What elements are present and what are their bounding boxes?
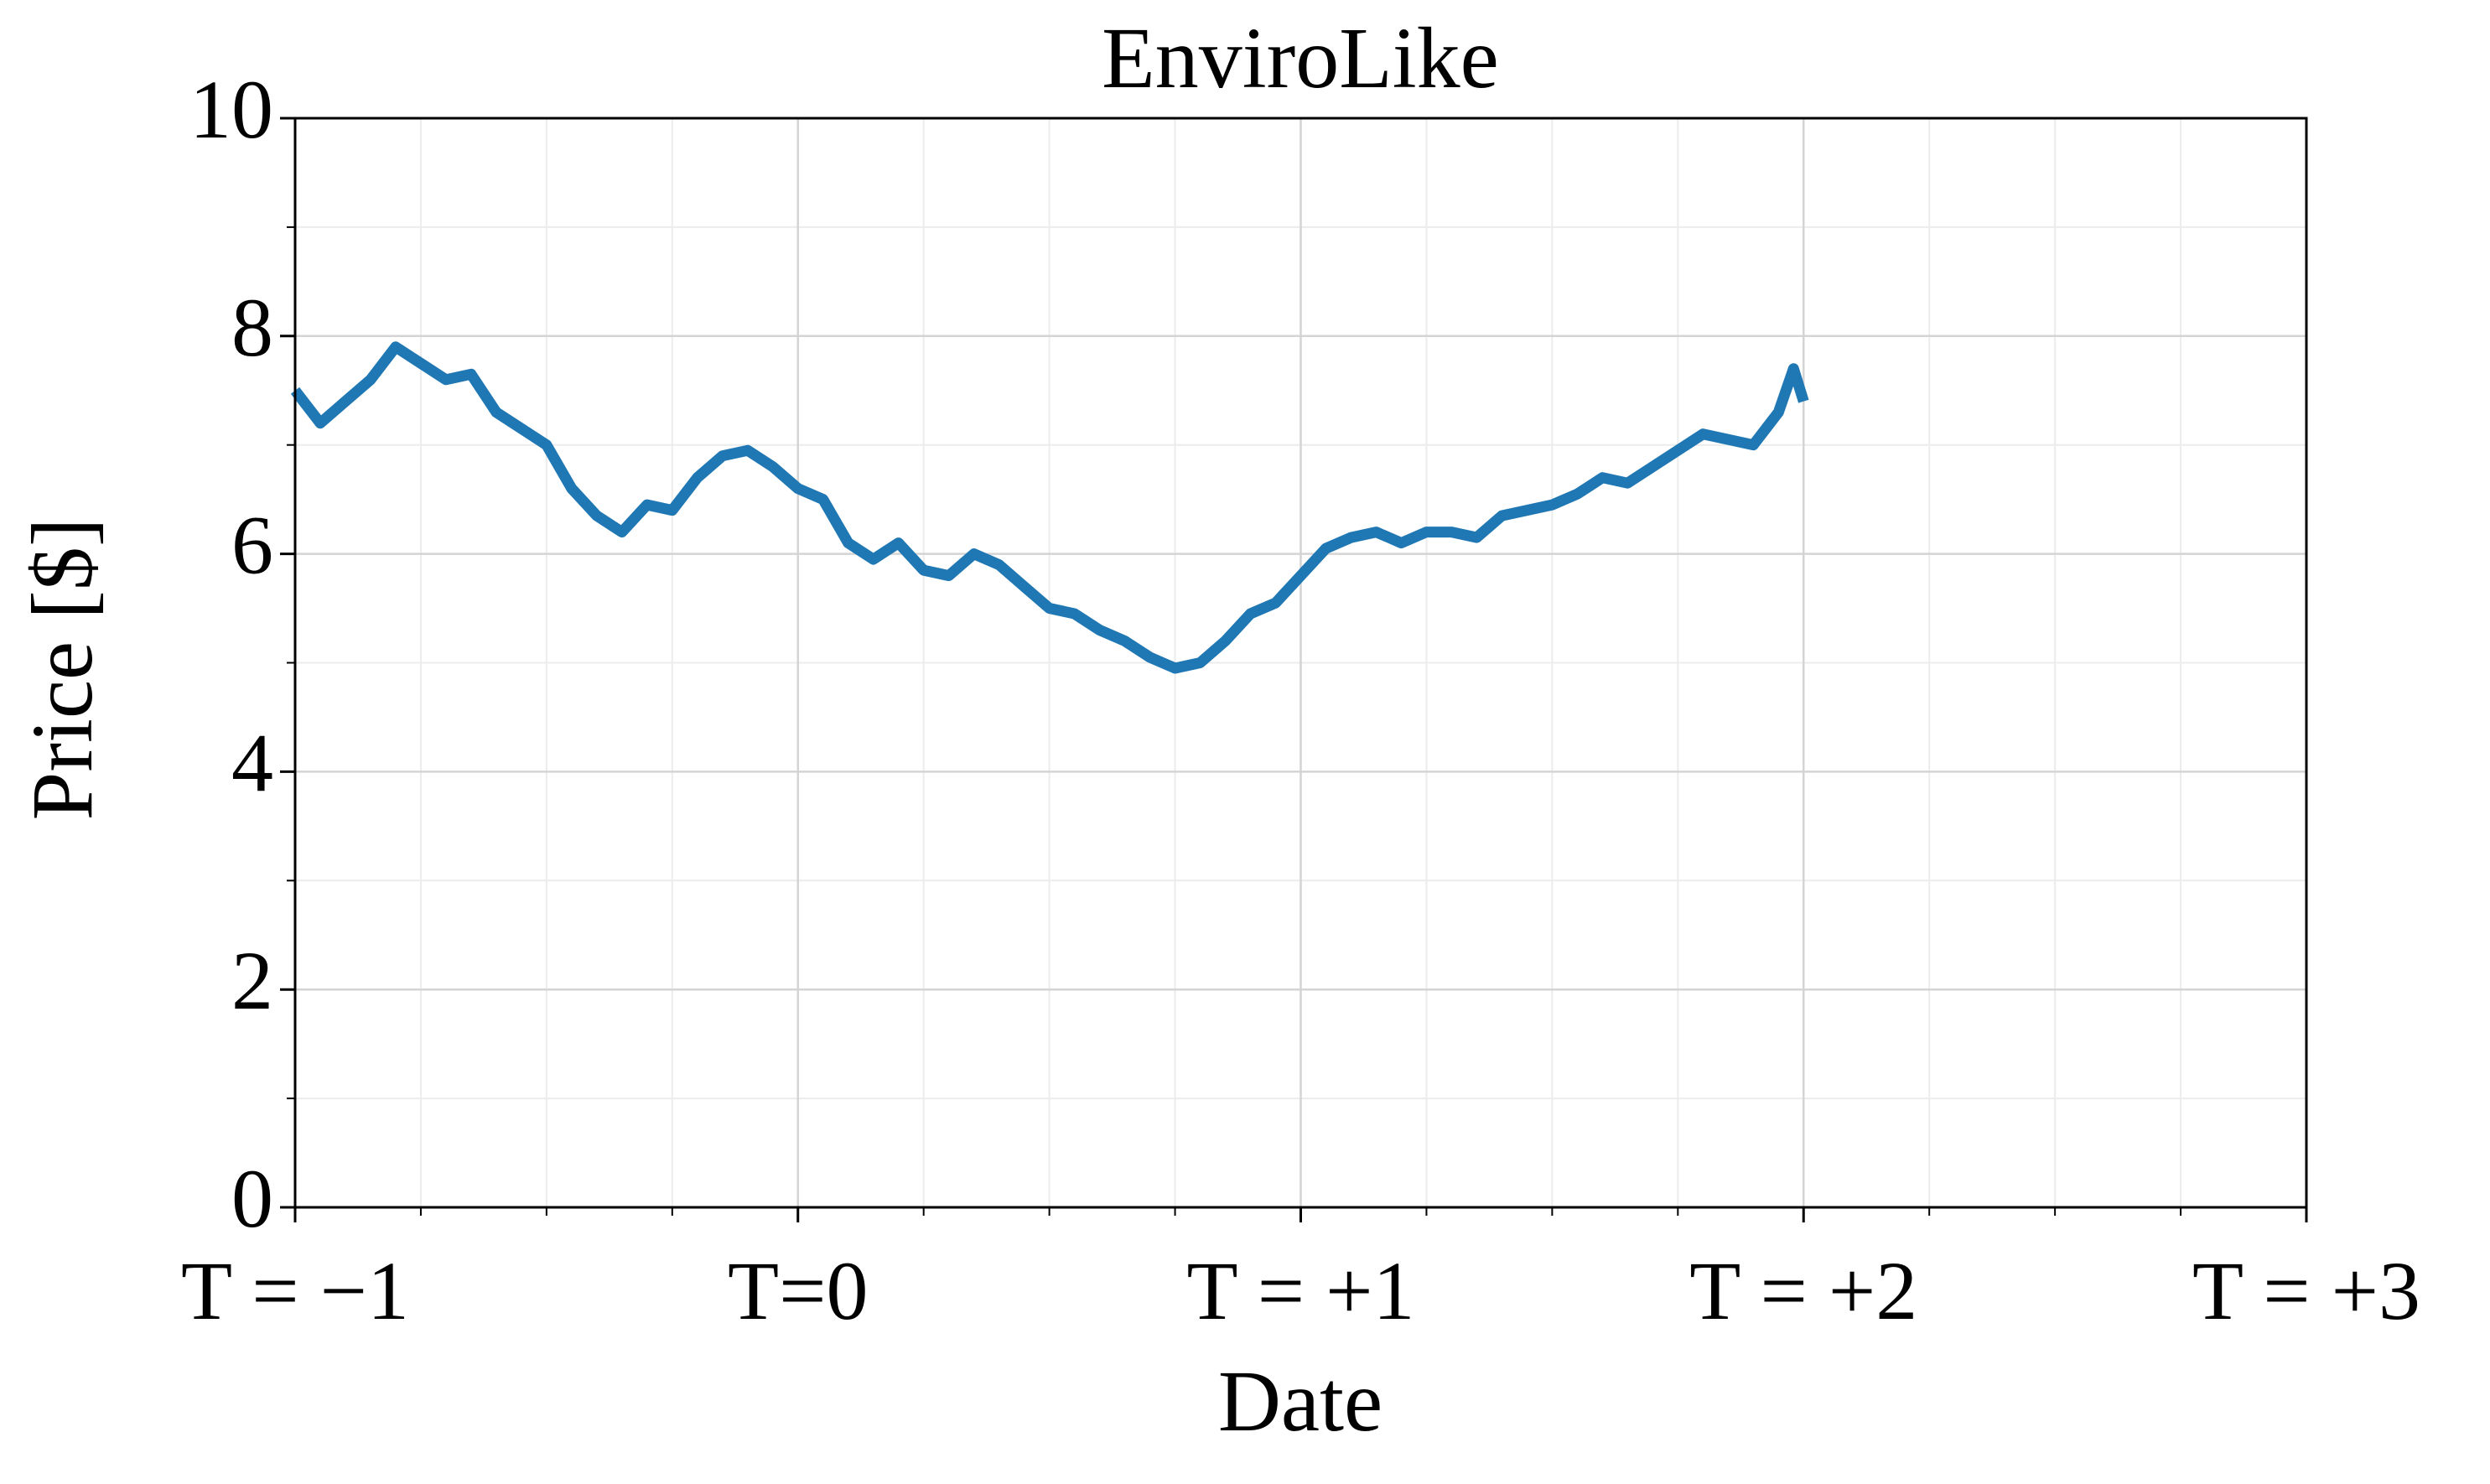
y-tick-label: 8	[231, 281, 273, 374]
y-axis-label: Price [$]	[14, 518, 111, 821]
y-tick-label: 2	[231, 934, 273, 1027]
y-tick-label: 4	[231, 716, 273, 809]
price-line	[290, 341, 1809, 674]
x-tick-label: T=0	[728, 1244, 868, 1337]
chart-title: EnviroLike	[1102, 10, 1499, 106]
y-tick-label: 6	[231, 499, 273, 592]
y-tick-label: 0	[231, 1152, 273, 1245]
y-tick-label: 10	[189, 63, 273, 156]
x-tick-label: T = +3	[2192, 1244, 2420, 1337]
x-tick-label: T = +2	[1689, 1244, 1917, 1337]
plot-frame	[293, 117, 2308, 1209]
x-axis-label: Date	[1218, 1353, 1382, 1450]
x-tick-label: T = +1	[1186, 1244, 1414, 1337]
x-tick-label: T = −1	[181, 1244, 409, 1337]
